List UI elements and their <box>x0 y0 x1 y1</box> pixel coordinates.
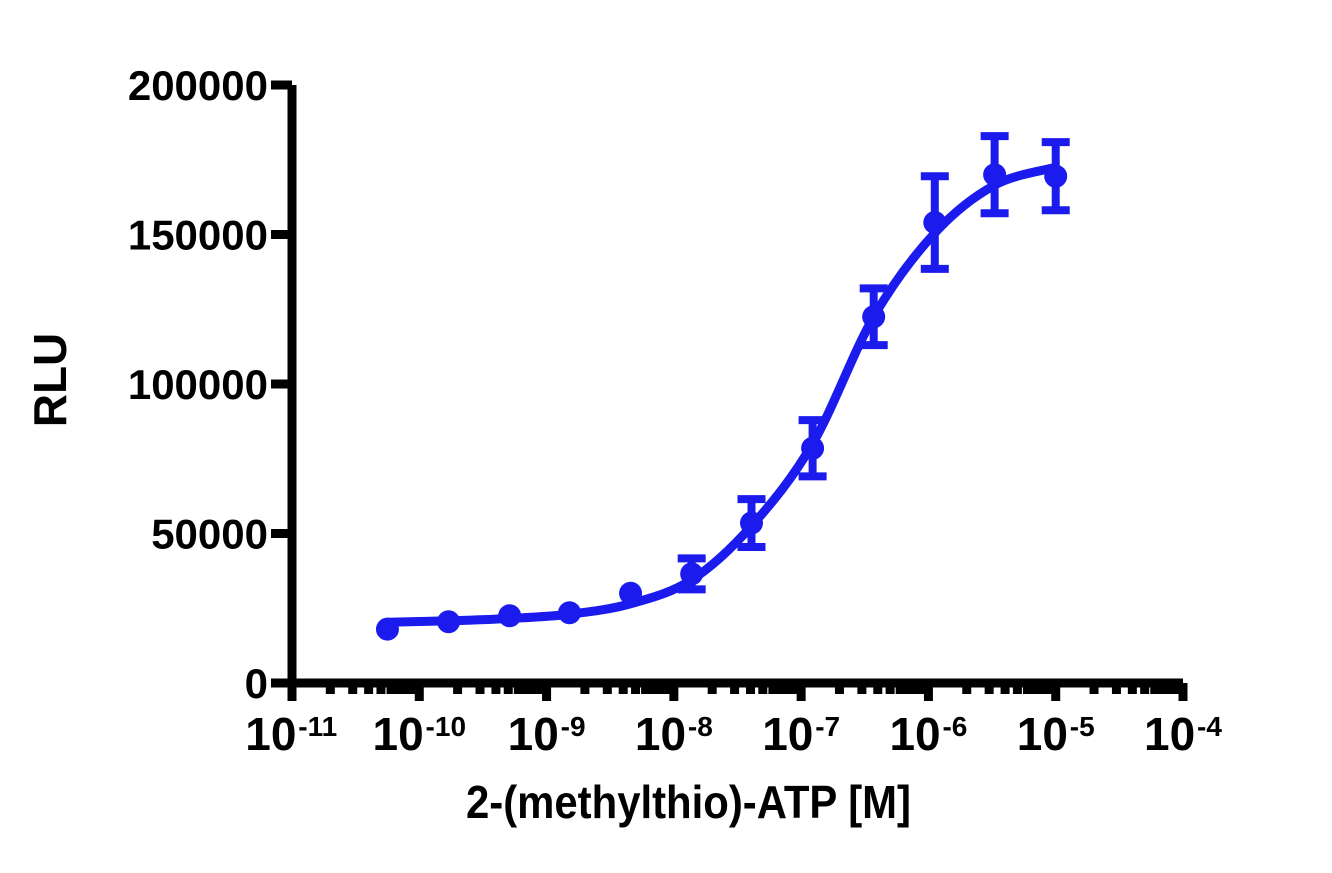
y-tick-label: 200000 <box>128 62 268 109</box>
x-tick-label: 10 -4 <box>1144 708 1222 760</box>
data-points <box>375 163 1068 641</box>
x-tick-label-base: 10 <box>245 708 296 760</box>
data-point <box>1044 164 1068 188</box>
x-tick-label-exponent: -4 <box>1197 711 1222 742</box>
x-tick-label-exponent: -8 <box>688 711 713 742</box>
x-axis-ticks: 10 -11 10 -10 10 -9 10 -8 10 -7 10 -6 10 -5 10 -4 <box>245 683 1222 760</box>
data-point <box>557 601 581 625</box>
x-tick-label-base: 10 <box>889 708 940 760</box>
y-tick-label: 50000 <box>151 511 268 558</box>
data-point <box>437 610 461 634</box>
data-point <box>983 163 1007 187</box>
data-point <box>619 581 643 605</box>
y-axis-title: RLU <box>24 333 76 428</box>
data-point <box>740 511 764 535</box>
x-tick-label: 10 -5 <box>1017 708 1095 760</box>
x-tick-label-base: 10 <box>762 708 813 760</box>
error-bars <box>677 132 1070 594</box>
x-axis-title: 2-(methylthio)-ATP [M] <box>466 776 911 828</box>
x-tick-label-exponent: -7 <box>815 711 840 742</box>
x-tick-label-exponent: -10 <box>426 711 466 742</box>
x-tick-label-base: 10 <box>373 708 424 760</box>
data-point <box>923 211 947 235</box>
data-point <box>801 436 825 460</box>
data-point <box>375 617 399 641</box>
x-tick-label: 10 -10 <box>373 708 466 760</box>
y-tick-label: 150000 <box>128 212 268 259</box>
x-tick-label: 10 -8 <box>635 708 713 760</box>
data-point <box>862 305 886 329</box>
x-tick-label: 10 -7 <box>762 708 840 760</box>
fit-curve <box>382 162 1061 627</box>
x-tick-label-exponent: -11 <box>298 711 337 742</box>
y-tick-label: 0 <box>245 660 268 707</box>
x-tick-label-base: 10 <box>635 708 686 760</box>
x-tick-label: 10 -9 <box>508 708 586 760</box>
y-tick-label: 100000 <box>128 361 268 408</box>
x-tick-label: 10 -6 <box>889 708 967 760</box>
x-tick-label-exponent: -6 <box>942 711 967 742</box>
x-tick-label: 10 -11 <box>245 708 337 760</box>
data-point <box>498 604 522 628</box>
x-tick-label-base: 10 <box>508 708 559 760</box>
x-tick-label-base: 10 <box>1017 708 1068 760</box>
x-tick-label-exponent: -9 <box>561 711 586 742</box>
x-tick-label-base: 10 <box>1144 708 1195 760</box>
y-axis-ticks: 0 50000 100000 150000 200000 <box>128 62 292 707</box>
data-point <box>680 562 704 586</box>
x-tick-label-exponent: -5 <box>1070 711 1095 742</box>
